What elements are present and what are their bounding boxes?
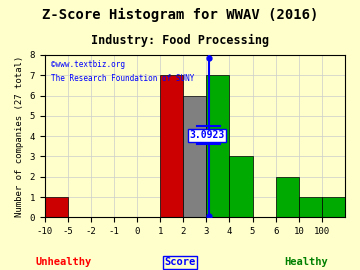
- Bar: [160, 75, 183, 217]
- Text: Industry: Food Processing: Industry: Food Processing: [91, 34, 269, 47]
- Bar: [299, 197, 322, 217]
- Text: Score: Score: [165, 257, 195, 267]
- Text: The Research Foundation of SUNY: The Research Foundation of SUNY: [51, 75, 194, 83]
- Bar: [229, 157, 253, 217]
- Text: 3.0923: 3.0923: [190, 130, 225, 140]
- Text: Unhealthy: Unhealthy: [36, 257, 92, 267]
- Bar: [322, 197, 345, 217]
- Bar: [183, 96, 206, 217]
- Bar: [206, 75, 229, 217]
- Y-axis label: Number of companies (27 total): Number of companies (27 total): [15, 56, 24, 217]
- Bar: [276, 177, 299, 217]
- Text: Healthy: Healthy: [284, 257, 328, 267]
- Text: ©www.textbiz.org: ©www.textbiz.org: [51, 60, 125, 69]
- Bar: [45, 197, 68, 217]
- Text: Z-Score Histogram for WWAV (2016): Z-Score Histogram for WWAV (2016): [42, 8, 318, 22]
